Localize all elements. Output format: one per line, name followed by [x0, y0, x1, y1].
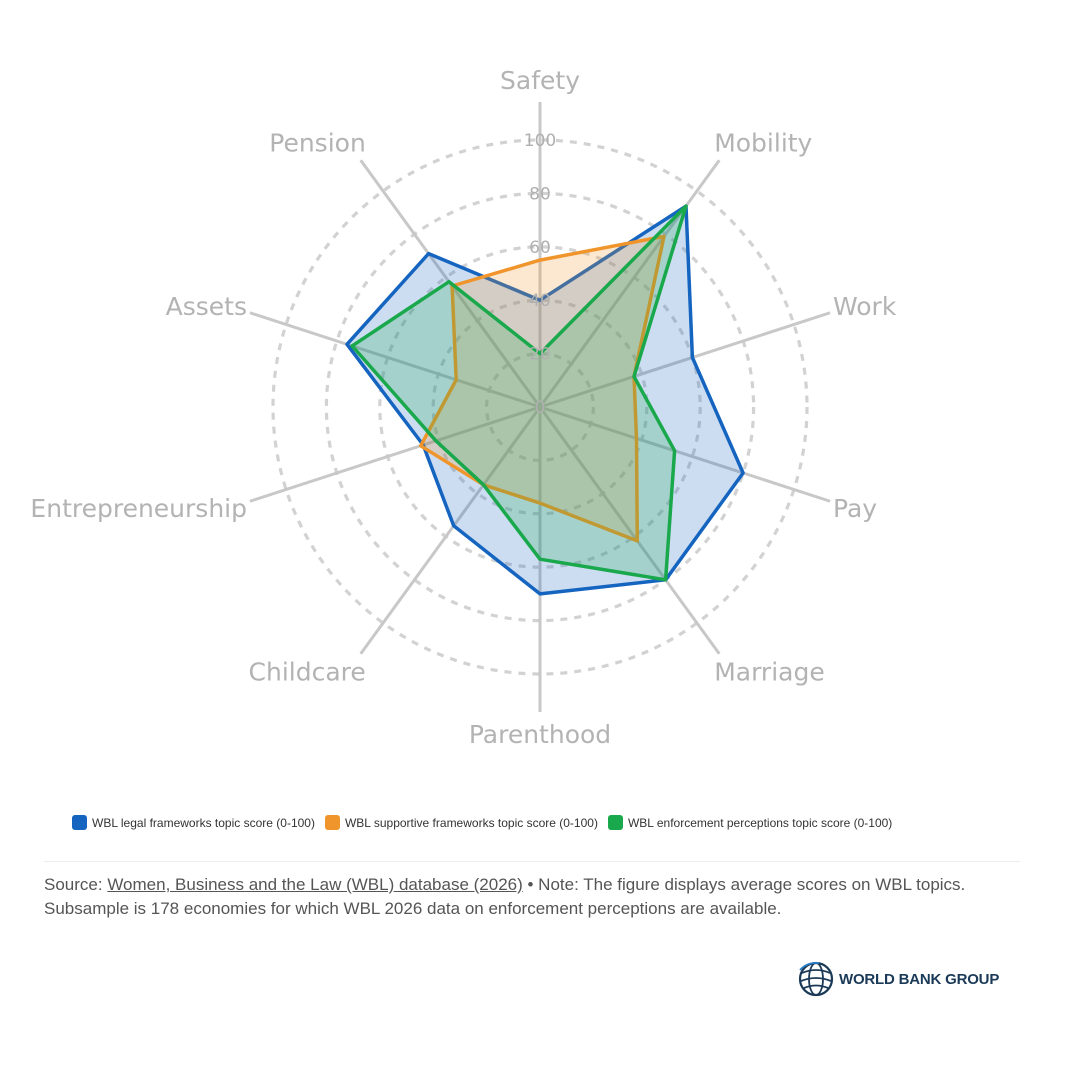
spoke-work — [539, 311, 831, 409]
footer-divider — [44, 861, 1020, 862]
legend-swatch-enforcement — [607, 815, 623, 830]
spoke-marriage — [538, 406, 721, 655]
spoke-pay — [539, 405, 831, 503]
series-supportive-polygon[interactable] — [418, 234, 666, 543]
source-note-text: • Note: The figure displays average scor… — [44, 875, 966, 918]
radar-tick-labels: 0 20 40 60 80 100 — [524, 131, 556, 418]
spoke-childcare — [359, 406, 542, 655]
tick-label-80: 80 — [529, 184, 551, 204]
axis-label-mobility: Mobility — [714, 129, 812, 158]
source-prefix: Source: — [44, 875, 108, 894]
axis-label-safety: Safety — [500, 66, 580, 95]
axis-label-pension: Pension — [269, 129, 366, 158]
spoke-entrepreneurship — [249, 405, 541, 503]
legend-label-supportive: WBL supportive frameworks topic score (0… — [344, 815, 598, 830]
grid-circle-100 — [271, 138, 809, 676]
legend-item-supportive[interactable]: WBL supportive frameworks topic score (0… — [324, 815, 598, 830]
spoke-assets — [249, 311, 541, 409]
legend: WBL legal frameworks topic score (0-100)… — [72, 815, 902, 830]
grid-circle-40 — [431, 298, 649, 516]
legend-swatch-supportive — [324, 815, 340, 830]
radar-axis-labels: Safety Mobility Work Pay Marriage Parenthood C… — [30, 66, 896, 749]
tick-label-100: 100 — [524, 131, 556, 151]
logo-text: WORLD BANK GROUP — [839, 970, 1000, 988]
legend-item-enforcement[interactable]: WBL enforcement perceptions topic score … — [607, 815, 893, 830]
axis-label-marriage: Marriage — [714, 658, 825, 687]
legend-item-legal[interactable]: WBL legal frameworks topic score (0-100) — [72, 815, 315, 830]
source-link[interactable]: Women, Business and the Law (WBL) databa… — [107, 875, 523, 894]
radar-series — [345, 204, 745, 596]
axis-label-pay: Pay — [833, 494, 877, 523]
axis-label-entrepreneurship: Entrepreneurship — [30, 494, 247, 523]
series-enforcement-polygon[interactable] — [350, 204, 688, 582]
series-legal-polygon[interactable] — [345, 204, 745, 596]
legend-swatch-legal — [72, 815, 87, 830]
globe-icon — [798, 961, 834, 997]
world-bank-group-logo: WORLD BANK GROUP — [797, 960, 999, 998]
spoke-mobility — [538, 159, 721, 408]
tick-label-20: 20 — [529, 345, 551, 365]
grid-circle-60 — [378, 245, 702, 569]
source-note: Source: Women, Business and the Law (WBL… — [44, 873, 1034, 921]
grid-circle-80 — [324, 191, 756, 623]
axis-label-assets: Assets — [166, 292, 247, 321]
legend-label-legal: WBL legal frameworks topic score (0-100) — [92, 815, 315, 830]
tick-label-40: 40 — [529, 291, 551, 311]
axis-label-parenthood: Parenthood — [469, 720, 611, 749]
tick-label-60: 60 — [529, 238, 551, 258]
axis-label-work: Work — [833, 292, 897, 321]
radar-chart: 0 20 40 60 80 100 Safety Mobility Work Pay Marria… — [30, 66, 896, 749]
axis-label-childcare: Childcare — [249, 658, 366, 687]
tick-label-0: 0 — [535, 398, 546, 418]
grid-circle-20 — [485, 352, 596, 463]
legend-label-enforcement: WBL enforcement perceptions topic score … — [627, 815, 893, 830]
